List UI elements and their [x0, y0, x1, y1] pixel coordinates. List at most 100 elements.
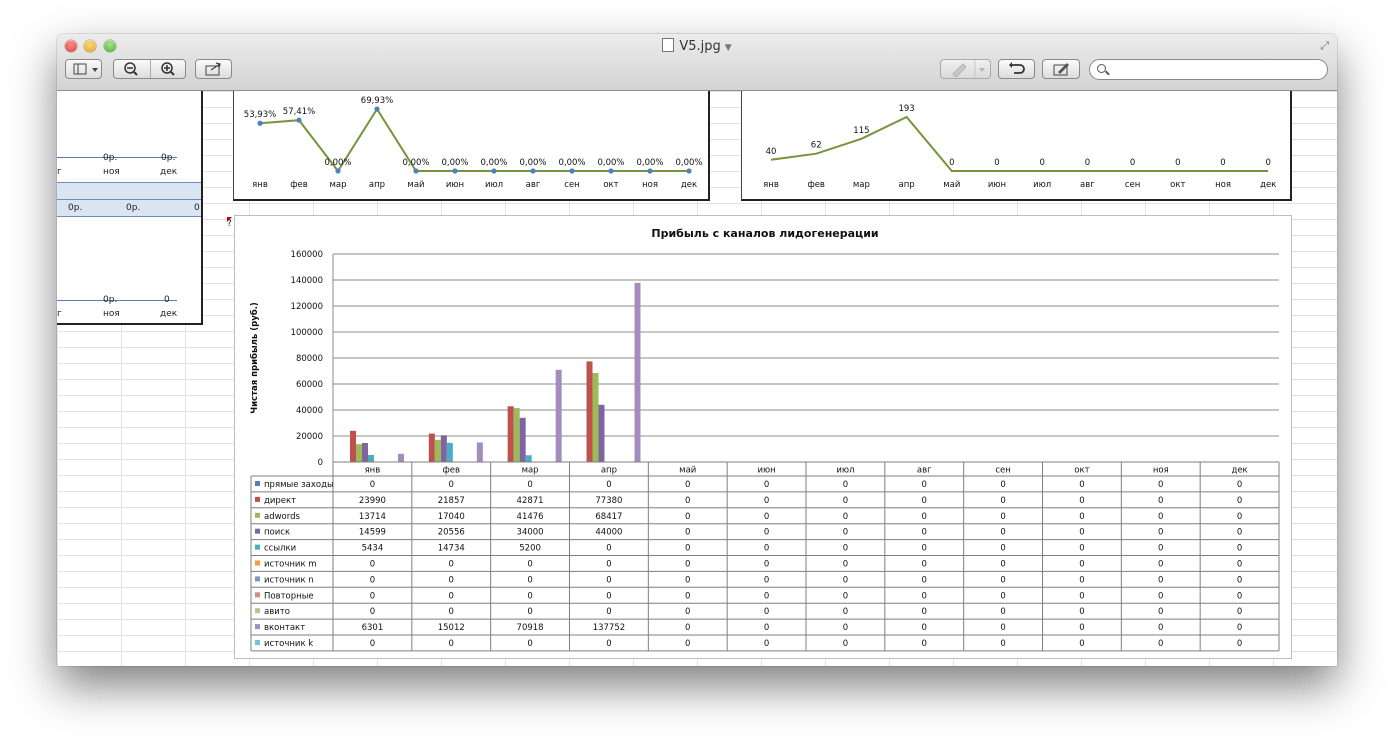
table-cell: 0: [1158, 575, 1163, 585]
table-cell: 0: [922, 607, 927, 617]
zoom-group: [113, 59, 186, 79]
table-cell: 0: [527, 560, 532, 570]
data-point: [491, 168, 497, 174]
table-cell: 0: [922, 528, 927, 538]
bar: [368, 454, 374, 462]
table-cell: 0: [843, 591, 848, 601]
category-label: ноя: [1153, 466, 1169, 476]
close-button[interactable]: [65, 40, 77, 52]
bar: [434, 439, 441, 462]
profit-bar-chart: Прибыль с каналов лидогенерации Чистая пр…: [249, 227, 1280, 652]
bar: [513, 408, 520, 462]
table-cell: 0: [1079, 512, 1084, 522]
category-label: июн: [757, 466, 775, 476]
table-cell: 0: [922, 639, 927, 649]
share-button[interactable]: [195, 59, 232, 79]
bar: [440, 435, 447, 462]
category-label: май: [679, 466, 696, 476]
data-label: 0: [1039, 158, 1044, 168]
table-cell: 5200: [519, 544, 541, 554]
legend-label: ссылки: [264, 544, 296, 554]
rotate-button[interactable]: [998, 59, 1035, 79]
annotate-button[interactable]: [940, 59, 991, 79]
table-cell: 0: [843, 560, 848, 570]
bar: [519, 417, 526, 462]
bar: [398, 453, 404, 462]
table-cell: 0: [685, 623, 690, 633]
legend-key: [255, 528, 260, 534]
legend-key: [255, 544, 260, 550]
left-value: 0р.: [161, 153, 176, 163]
bar: [507, 406, 514, 462]
minimize-button[interactable]: [84, 40, 96, 52]
y-tick-label: 0: [318, 458, 323, 468]
bar: [592, 373, 599, 462]
bar: [428, 433, 435, 462]
table-cell: 70918: [517, 623, 544, 633]
zoom-in-button[interactable]: [151, 60, 187, 78]
table-cell: 0: [370, 607, 375, 617]
table-cell: 0: [1079, 496, 1084, 506]
table-cell: 0: [685, 544, 690, 554]
category-label: мар: [522, 466, 539, 476]
category-label: июн: [446, 180, 464, 190]
percent-line-chart-panel: 53,93% янв 57,41% фев 0,00% мар 69,93% апр 0,00%…: [233, 91, 710, 201]
table-cell: 0: [1079, 480, 1084, 490]
window-title[interactable]: V5.jpg ▼: [57, 38, 1337, 54]
table-cell: 0: [1237, 591, 1242, 601]
table-cell: 0: [1237, 607, 1242, 617]
chart-title: Прибыль с каналов лидогенерации: [651, 227, 878, 240]
table-cell: 137752: [593, 623, 625, 633]
table-cell: 0: [449, 591, 454, 601]
rotate-icon: [1009, 62, 1025, 74]
left-month: ноя: [103, 167, 120, 177]
table-cell: 0: [1000, 528, 1005, 538]
category-label: июн: [988, 180, 1006, 190]
table-cell: 0: [1237, 528, 1242, 538]
table-cell: 0: [449, 575, 454, 585]
category-label: апр: [369, 180, 385, 190]
zoom-button[interactable]: [104, 40, 116, 52]
category-label: авг: [526, 180, 541, 190]
share-icon: [205, 62, 221, 76]
data-point: [374, 106, 380, 112]
zoom-out-button[interactable]: [114, 60, 150, 78]
legend-label: источник k: [264, 639, 313, 649]
left-month: дек: [160, 309, 178, 319]
edit-button[interactable]: [1042, 59, 1080, 79]
legend-label: источник n: [264, 575, 314, 585]
table-cell: 0: [843, 544, 848, 554]
table-cell: 0: [764, 512, 769, 522]
table-cell: 0: [1000, 512, 1005, 522]
data-label: 62: [811, 141, 822, 151]
data-label: 0,00%: [402, 158, 429, 168]
legend-key: [255, 496, 260, 502]
sidebar-button[interactable]: [65, 59, 102, 79]
table-cell: 0: [606, 544, 611, 554]
table-cell: 0: [527, 575, 532, 585]
table-cell: 77380: [595, 496, 622, 506]
y-tick-label: 140000: [291, 276, 323, 286]
category-label: окт: [1074, 466, 1089, 476]
category-label: фев: [807, 180, 825, 190]
y-tick-label: 100000: [291, 328, 323, 338]
category-label: мар: [853, 180, 870, 190]
fullscreen-icon[interactable]: ⤢: [1320, 39, 1329, 52]
bar: [356, 444, 362, 462]
percent-line-chart: 53,93% янв 57,41% фев 0,00% мар 69,93% апр 0,00%…: [244, 96, 703, 190]
table-cell: 0: [764, 480, 769, 490]
table-cell: 0: [685, 639, 690, 649]
legend-key: [255, 624, 260, 630]
table-cell: 0: [843, 575, 848, 585]
category-label: дек: [1260, 180, 1276, 190]
table-cell: 0: [843, 512, 848, 522]
table-cell: 20556: [438, 528, 465, 538]
category-label: ноя: [1215, 180, 1231, 190]
search-field[interactable]: [1089, 59, 1328, 80]
search-icon: [1097, 64, 1106, 73]
table-cell: 0: [1000, 639, 1005, 649]
table-cell: 0: [685, 560, 690, 570]
table-cell: 0: [1237, 496, 1242, 506]
legend-label: вконтакт: [264, 623, 305, 633]
table-cell: 14734: [438, 544, 465, 554]
